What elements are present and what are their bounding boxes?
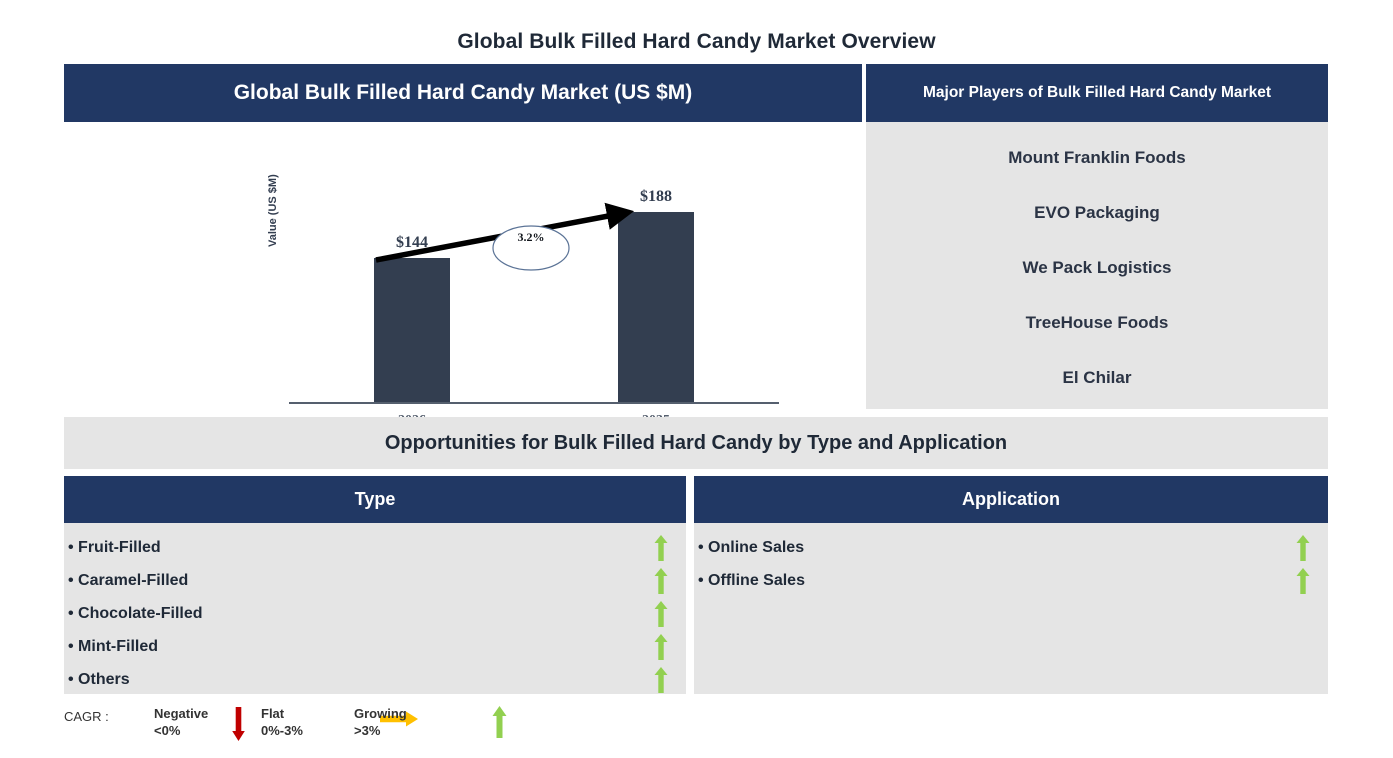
type-item-label: • Caramel-Filled: [68, 571, 189, 589]
arrow-up-icon: [654, 600, 668, 627]
arrow-up-icon: [654, 534, 668, 561]
cagr-legend-title: CAGR :: [64, 709, 109, 724]
list-item: • Others: [64, 663, 686, 696]
legend-label-growing: Growing: [354, 706, 407, 721]
legend-range-flat: 0%-3%: [261, 723, 303, 738]
page-title: Global Bulk Filled Hard Candy Market Ove…: [457, 30, 936, 53]
arrow-right-icon: [380, 711, 418, 727]
list-item: We Pack Logistics: [1022, 257, 1172, 277]
chart-y-axis-label: Value (US $M): [267, 174, 279, 247]
application-item-label: • Online Sales: [698, 538, 805, 556]
cagr-legend: CAGR : Negative <0% Flat 0%-3% Growing >…: [64, 703, 584, 749]
legend-range-growing: >3%: [354, 723, 381, 738]
legend-entry-growing: Growing >3%: [354, 705, 407, 739]
bar-value-label-2035: $188: [640, 188, 672, 205]
list-item: • Online Sales: [694, 531, 1328, 564]
opportunities-type-column: Type • Fruit-Filled • Caramel-Filled • C…: [64, 476, 686, 694]
type-items-list: • Fruit-Filled • Caramel-Filled • Chocol…: [64, 523, 686, 694]
legend-label-negative: Negative: [154, 706, 209, 721]
opportunities-application-column: Application • Online Sales • Offline Sal…: [694, 476, 1328, 694]
list-item: • Chocolate-Filled: [64, 597, 686, 630]
market-chart-panel-header: Global Bulk Filled Hard Candy Market (US…: [64, 64, 862, 122]
type-item-label: • Fruit-Filled: [68, 538, 161, 556]
arrow-down-icon: [232, 707, 245, 741]
type-column-header: Type: [64, 476, 686, 523]
application-items-list: • Online Sales • Offline Sales: [694, 523, 1328, 694]
market-chart-panel: Global Bulk Filled Hard Candy Market (US…: [64, 64, 862, 462]
legend-range-negative: <0%: [154, 723, 181, 738]
arrow-up-icon: [492, 706, 507, 738]
list-item: • Fruit-Filled: [64, 531, 686, 564]
major-players-panel: Major Players of Bulk Filled Hard Candy …: [866, 64, 1328, 409]
chart-x-axis-line: [289, 402, 779, 404]
arrow-up-icon: [1296, 534, 1310, 561]
application-column-header: Application: [694, 476, 1328, 523]
legend-entry-negative: Negative <0%: [154, 705, 208, 739]
bar-2026: [374, 258, 450, 402]
type-item-label: • Others: [68, 670, 130, 688]
bar-chart: Value (US $M) $144 $188 2026 2035: [64, 122, 862, 462]
opportunities-banner: Opportunities for Bulk Filled Hard Candy…: [64, 417, 1328, 469]
list-item: • Offline Sales: [694, 564, 1328, 597]
arrow-up-icon: [654, 567, 668, 594]
major-players-list: Mount Franklin Foods EVO Packaging We Pa…: [866, 122, 1328, 409]
legend-label-flat: Flat: [261, 706, 285, 721]
list-item: Mount Franklin Foods: [1008, 147, 1186, 167]
list-item: • Mint-Filled: [64, 630, 686, 663]
arrow-up-icon: [1296, 567, 1310, 594]
type-item-label: • Chocolate-Filled: [68, 604, 203, 622]
application-item-label: • Offline Sales: [698, 571, 805, 589]
list-item: El Chilar: [1062, 367, 1132, 387]
arrow-up-icon: [654, 633, 668, 660]
list-item: EVO Packaging: [1034, 202, 1160, 222]
major-players-panel-header: Major Players of Bulk Filled Hard Candy …: [866, 64, 1328, 122]
legend-entry-flat: Flat 0%-3%: [261, 705, 303, 739]
list-item: • Caramel-Filled: [64, 564, 686, 597]
arrow-up-icon: [654, 666, 668, 693]
type-item-label: • Mint-Filled: [68, 637, 159, 655]
list-item: TreeHouse Foods: [1025, 312, 1169, 332]
cagr-callout-label: 3.2%: [517, 230, 545, 244]
cagr-growth-arrow-icon: [375, 202, 635, 271]
bar-value-label-2026: $144: [396, 234, 428, 251]
bar-2035: [618, 212, 694, 402]
